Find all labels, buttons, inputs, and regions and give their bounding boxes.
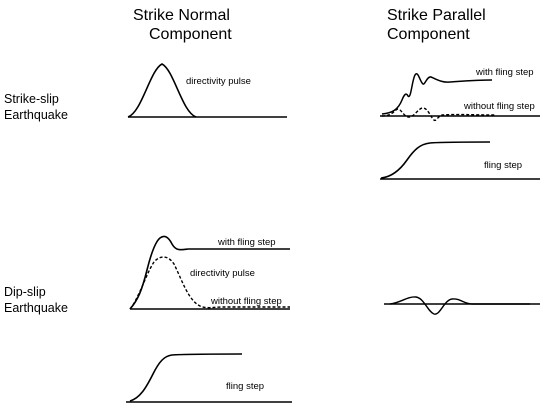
- ss-parallel-with-fling-step-curve: [381, 73, 493, 115]
- ss-parallel-fling-step-label: fling step: [484, 160, 523, 171]
- strike-slip-row-label-line2: Earthquake: [4, 108, 68, 122]
- ds-normal-with-fling-step-curve: [129, 235, 290, 310]
- ss-parallel-fling-step-curve: [380, 141, 491, 179]
- ds-normal-without-fling-step-label: without fling step: [211, 296, 282, 307]
- ss-parallel-with-fling-step-label: with fling step: [476, 67, 534, 78]
- dip-slip-row-label-line2: Earthquake: [4, 301, 68, 315]
- ds-normal-directivity-pulse-curve: [129, 256, 290, 310]
- ds-parallel-oscillation-curve: [389, 296, 530, 315]
- ds-normal-with-fling-step-label: with fling step: [218, 237, 276, 248]
- ss-normal-directivity-pulse-label: directivity pulse: [186, 76, 251, 87]
- strike-parallel-header: Strike Parallel: [387, 7, 486, 24]
- ds-normal-directivity-pulse-label: directivity pulse: [190, 268, 255, 279]
- strike-normal-header-line2: Component: [149, 26, 232, 43]
- ss-normal-directivity-pulse-curve: [127, 63, 197, 118]
- strike-parallel-header-line2: Component: [387, 26, 470, 43]
- strike-slip-row-label: Strike-slip: [4, 92, 59, 106]
- strike-normal-header: Strike Normal: [133, 7, 230, 24]
- ds-normal-fling-step-curve: [129, 353, 243, 402]
- ds-normal-fling-step-label: fling step: [226, 381, 265, 392]
- dip-slip-row-label: Dip-slip: [4, 285, 46, 299]
- ss-parallel-without-fling-step-curve: [381, 107, 496, 122]
- ss-parallel-without-fling-step-label: without fling step: [464, 101, 535, 112]
